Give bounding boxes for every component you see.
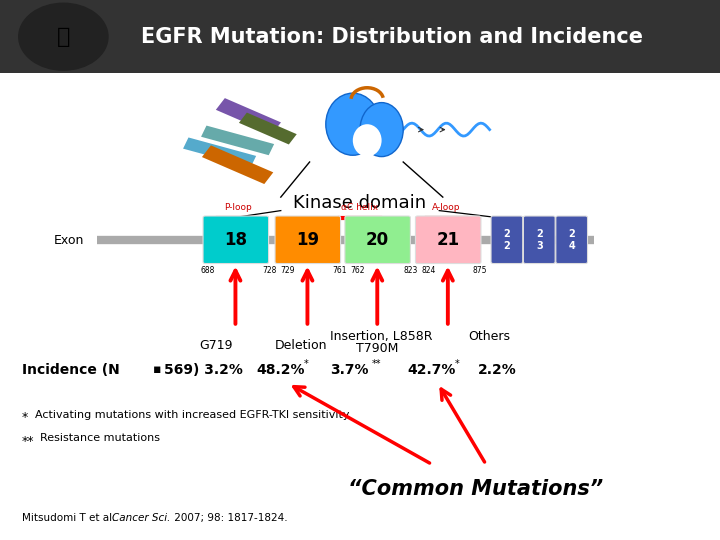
Text: *: * xyxy=(304,360,309,369)
Text: 42.7%: 42.7% xyxy=(408,363,456,377)
Polygon shape xyxy=(239,112,297,145)
Text: G719: G719 xyxy=(199,339,233,352)
Text: 688: 688 xyxy=(200,266,215,275)
Text: 2007; 98: 1817-1824.: 2007; 98: 1817-1824. xyxy=(171,514,288,523)
Polygon shape xyxy=(202,145,274,184)
Text: Exon: Exon xyxy=(54,234,84,247)
Ellipse shape xyxy=(353,124,382,157)
Polygon shape xyxy=(216,98,281,134)
Text: Insertion, L858R: Insertion, L858R xyxy=(330,330,433,343)
Text: Incidence (N: Incidence (N xyxy=(22,363,120,377)
Text: “Common Mutations”: “Common Mutations” xyxy=(348,478,603,499)
FancyBboxPatch shape xyxy=(0,0,720,73)
Text: Activating mutations with increased EGFR-TKI sensitivity: Activating mutations with increased EGFR… xyxy=(35,410,349,420)
Polygon shape xyxy=(201,126,274,155)
Text: 823: 823 xyxy=(403,266,418,275)
Text: EGFR Mutation: Distribution and Incidence: EGFR Mutation: Distribution and Incidenc… xyxy=(141,26,644,47)
Text: 875: 875 xyxy=(473,266,487,275)
Text: 18: 18 xyxy=(225,231,247,249)
Text: Cancer Sci.: Cancer Sci. xyxy=(112,514,170,523)
Text: *: * xyxy=(455,360,460,369)
Ellipse shape xyxy=(360,103,403,157)
FancyBboxPatch shape xyxy=(0,73,720,540)
FancyBboxPatch shape xyxy=(556,216,588,264)
Polygon shape xyxy=(183,138,256,167)
Text: Mitsudomi T et al.: Mitsudomi T et al. xyxy=(22,514,118,523)
Text: 761: 761 xyxy=(333,266,347,275)
Text: 729: 729 xyxy=(281,266,295,275)
FancyBboxPatch shape xyxy=(523,216,555,264)
Text: 569) 3.2%: 569) 3.2% xyxy=(164,363,243,377)
Text: 762: 762 xyxy=(351,266,365,275)
Text: Deletion: Deletion xyxy=(275,339,327,352)
Text: 824: 824 xyxy=(421,266,436,275)
Text: 2.2%: 2.2% xyxy=(477,363,516,377)
Text: *: * xyxy=(22,411,28,424)
Text: P-loop: P-loop xyxy=(224,202,251,212)
Ellipse shape xyxy=(325,93,380,156)
Text: 2
3: 2 3 xyxy=(536,229,543,251)
FancyBboxPatch shape xyxy=(203,216,269,264)
FancyBboxPatch shape xyxy=(415,216,481,264)
Text: A-loop: A-loop xyxy=(432,202,461,212)
Text: αC helix: αC helix xyxy=(341,202,379,212)
Text: 🫁: 🫁 xyxy=(57,26,70,47)
Text: 21: 21 xyxy=(436,231,460,249)
Text: 20: 20 xyxy=(366,231,390,249)
FancyBboxPatch shape xyxy=(275,216,341,264)
FancyBboxPatch shape xyxy=(491,216,523,264)
Text: 48.2%: 48.2% xyxy=(256,363,305,377)
Text: 19: 19 xyxy=(296,231,320,249)
Text: Resistance mutations: Resistance mutations xyxy=(40,434,160,443)
Text: 3.7%: 3.7% xyxy=(330,363,369,377)
Text: **: ** xyxy=(22,435,34,448)
Text: 2
2: 2 2 xyxy=(503,229,510,251)
Text: **: ** xyxy=(372,360,382,369)
Text: 728: 728 xyxy=(263,266,277,275)
Text: T790M: T790M xyxy=(356,342,398,355)
FancyBboxPatch shape xyxy=(345,216,410,264)
Text: 2
4: 2 4 xyxy=(568,229,575,251)
Circle shape xyxy=(19,3,108,70)
Text: Others: Others xyxy=(469,330,510,343)
Text: ▪: ▪ xyxy=(153,363,161,376)
Text: Kinase domain: Kinase domain xyxy=(294,193,426,212)
